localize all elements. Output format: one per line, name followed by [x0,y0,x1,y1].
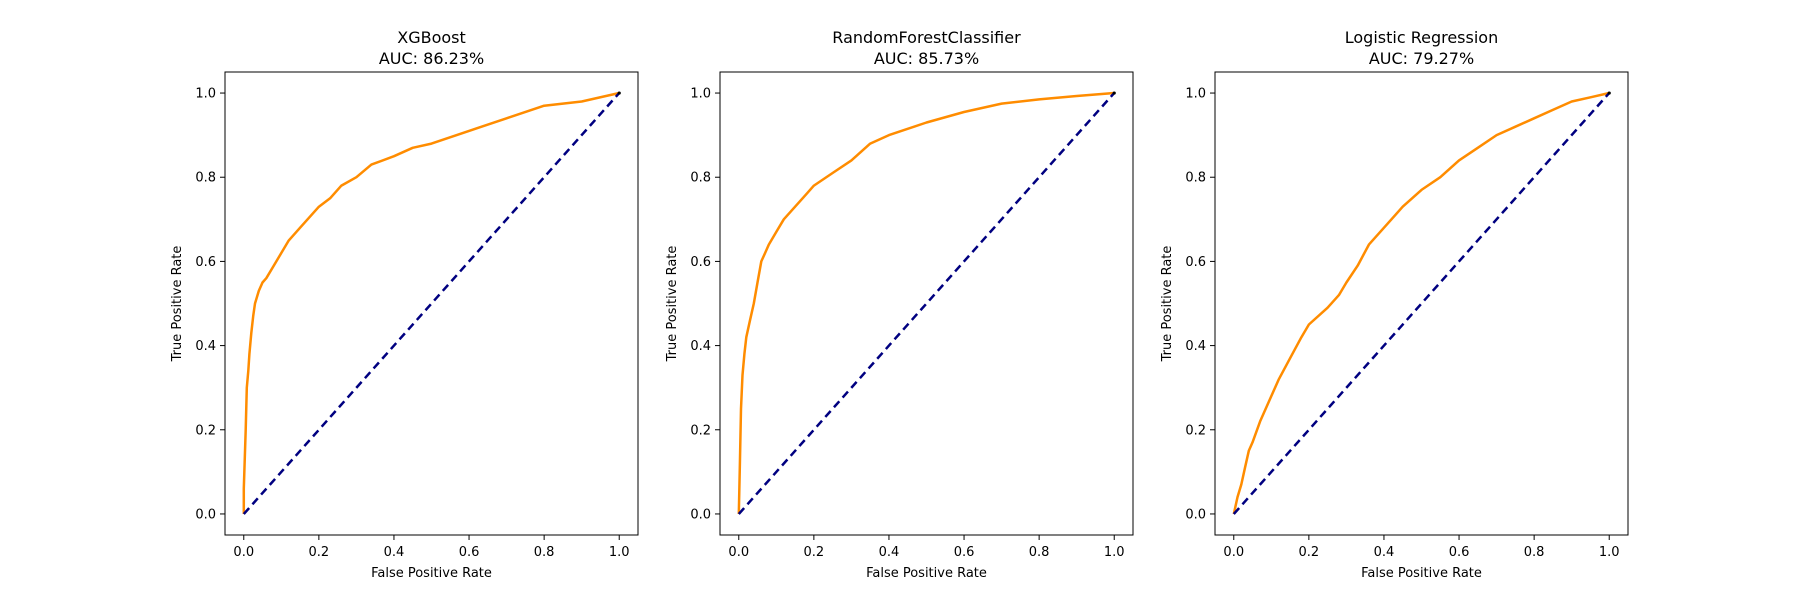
x-tick-label: 0.8 [1029,545,1050,560]
y-tick-label: 0.2 [690,423,711,438]
x-tick-label: 0.6 [459,545,480,560]
y-tick-label: 0.0 [1185,507,1206,522]
curve-end-marker [1607,91,1611,95]
y-tick-label: 0.6 [690,255,711,270]
chart-panel-1: XGBoost AUC: 86.23% 0.0 0.2 0.4 0.6 0.8 1.0 0.0 0… [170,28,639,581]
y-tick-label: 0.8 [690,171,711,186]
y-tick-label: 0.4 [690,339,711,354]
x-tick-label: 0.8 [1524,545,1545,560]
x-tick-label: 0.2 [804,545,825,560]
chart-subtitle: AUC: 86.23% [379,49,484,68]
x-tick-label: 1.0 [1104,545,1125,560]
y-tick-label: 0.2 [1185,423,1206,438]
chart-panel-2: RandomForestClassifier AUC: 85.73% 0.0 0.2 0… [665,28,1134,581]
y-tick-label: 0.6 [1185,255,1206,270]
y-tick-label: 0.8 [1185,171,1206,186]
axes-frame [224,71,639,536]
chart-title: RandomForestClassifier [832,28,1021,47]
x-tick-label: 0.2 [309,545,330,560]
y-tick-label: 0.8 [195,171,216,186]
x-tick-label: 0.6 [1449,545,1470,560]
chart-title: XGBoost [397,28,466,47]
x-tick-label: 0.4 [879,545,900,560]
roc-curve-line [1232,91,1610,515]
y-tick-label: 1.0 [195,87,216,102]
y-tick-label: 0.6 [195,255,216,270]
x-tick-label: 0.8 [534,545,555,560]
chart-title: Logistic Regression [1345,28,1498,47]
y-tick-label: 0.0 [195,507,216,522]
chart-subtitle: AUC: 85.73% [874,49,979,68]
y-tick-label: 0.0 [690,507,711,522]
chart-panel-3: Logistic Regression AUC: 79.27% 0.0 0.2 0.4 0… [1160,28,1629,581]
axes-frame [719,71,1134,536]
x-tick-label: 0.6 [954,545,975,560]
chance-diagonal-line [737,92,1116,515]
x-tick-label: 1.0 [609,545,630,560]
curve-end-marker [1112,91,1116,95]
x-tick-label: 0.4 [1374,545,1395,560]
curve-end-marker [617,91,621,95]
x-axis-label: False Positive Rate [1361,566,1482,581]
y-axis-label: True Positive Rate [665,246,680,363]
roc-curve-line [737,91,1115,515]
roc-curve-line [242,91,620,514]
axes-frame [1214,71,1629,536]
y-axis-label: True Positive Rate [1160,246,1175,363]
y-tick-label: 0.4 [1185,339,1206,354]
chance-diagonal-line [1232,92,1611,515]
x-tick-label: 1.0 [1599,545,1620,560]
y-tick-label: 1.0 [1185,87,1206,102]
x-tick-label: 0.0 [728,545,749,560]
y-axis-label: True Positive Rate [170,246,185,363]
x-tick-label: 0.0 [1223,545,1244,560]
chart-subtitle: AUC: 79.27% [1369,49,1474,68]
chance-diagonal-line [242,92,621,515]
x-tick-label: 0.2 [1299,545,1320,560]
y-tick-label: 1.0 [690,87,711,102]
x-axis-label: False Positive Rate [371,566,492,581]
y-tick-label: 0.2 [195,423,216,438]
x-tick-label: 0.0 [233,545,254,560]
y-tick-label: 0.4 [195,339,216,354]
x-tick-label: 0.4 [384,545,405,560]
x-axis-label: False Positive Rate [866,566,987,581]
